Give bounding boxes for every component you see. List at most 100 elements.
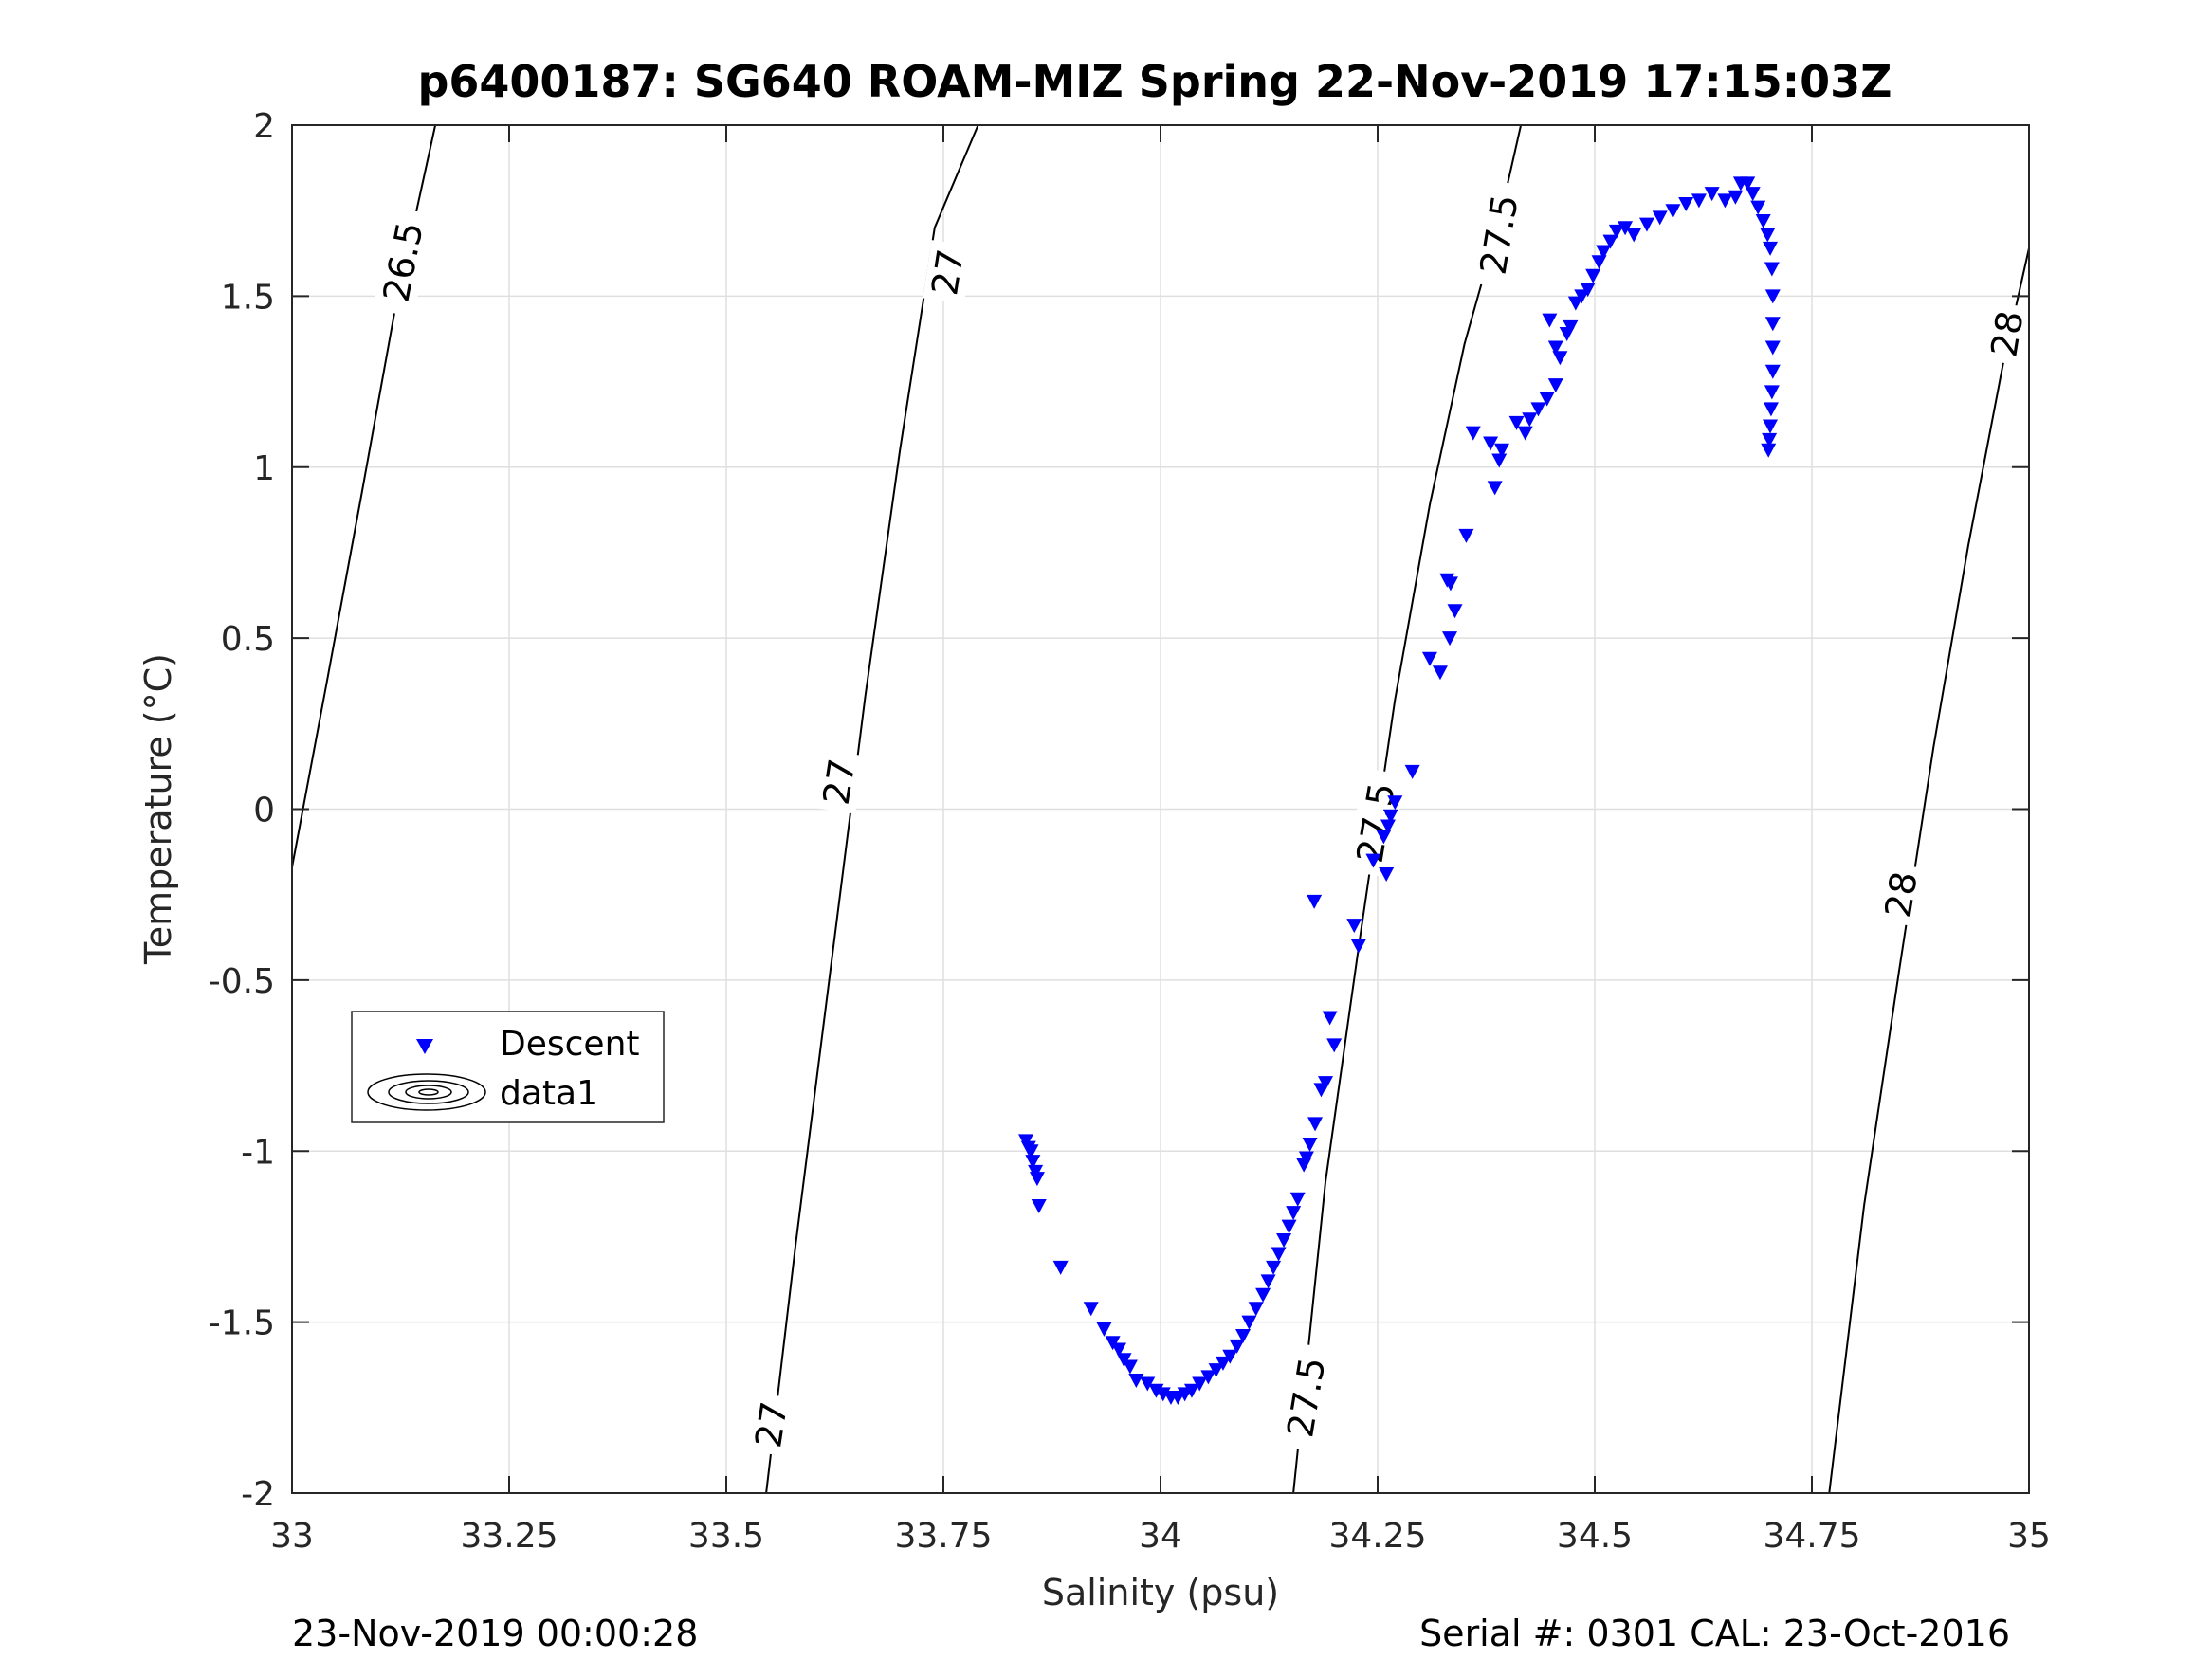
x-tick-label: 34.25 (1328, 1517, 1426, 1556)
descent-point (1547, 378, 1563, 393)
legend-descent-marker (416, 1039, 433, 1054)
descent-point (1567, 296, 1583, 311)
descent-point (1276, 1233, 1292, 1249)
descent-point (1638, 217, 1654, 232)
descent-point (1255, 1287, 1271, 1303)
descent-point (1764, 289, 1781, 304)
descent-point (1552, 351, 1568, 366)
descent-point (1763, 241, 1779, 256)
descent-point (1380, 819, 1396, 834)
contour-label: 28 (1983, 308, 2032, 360)
descent-point (1365, 853, 1381, 868)
legend-descent-label: Descent (500, 1025, 640, 1064)
legend-data1-label: data1 (500, 1074, 598, 1113)
descent-point (1404, 764, 1420, 779)
descent-point (1483, 436, 1499, 451)
descent-point (1025, 1155, 1041, 1170)
descent-point (1665, 204, 1681, 219)
descent-point (1491, 453, 1508, 468)
descent-point (1608, 224, 1624, 239)
descent-point (1763, 402, 1779, 417)
contour-label-gap (1875, 862, 1927, 927)
descent-point (1580, 283, 1596, 298)
descent-point (1052, 1260, 1069, 1275)
descent-point (1618, 221, 1634, 236)
descent-point (1421, 651, 1437, 666)
descent-point (1602, 234, 1618, 249)
descent-point (1122, 1359, 1138, 1375)
contour-label-gap (373, 207, 434, 318)
descent-point (1547, 340, 1563, 356)
contour-label-gap (1982, 301, 2033, 367)
descent-point (1379, 867, 1395, 883)
legend: Descent data1 (351, 1011, 665, 1123)
descent-point (1761, 443, 1777, 458)
x-tick-label: 33.25 (460, 1517, 558, 1556)
legend-contour-marker (367, 1073, 486, 1111)
descent-point (1387, 795, 1403, 811)
descent-point (1183, 1383, 1199, 1398)
descent-point (1764, 340, 1781, 356)
descent-point (1235, 1329, 1252, 1344)
contour-label-gap (1346, 768, 1405, 878)
descent-point (1626, 228, 1642, 243)
y-tick-label: 1.5 (221, 278, 275, 317)
descent-point (1493, 443, 1509, 458)
descent-point (1215, 1356, 1231, 1371)
x-tick-label: 35 (2007, 1517, 2051, 1556)
descent-point (1591, 255, 1607, 270)
y-tick-label: -1.5 (209, 1304, 275, 1343)
y-tick-label: 0 (253, 792, 275, 830)
descent-point (1248, 1302, 1264, 1317)
contour-label: 28 (1877, 868, 1926, 921)
descent-point (1717, 193, 1733, 209)
descent-point (1442, 631, 1458, 647)
descent-point (1322, 1011, 1338, 1026)
x-tick-label: 33.75 (894, 1517, 992, 1556)
descent-point (1563, 319, 1579, 335)
descent-point (1298, 1151, 1314, 1166)
descent-point (1200, 1370, 1216, 1385)
descent-point (1465, 426, 1481, 441)
y-axis-label: Temperature (°C) (137, 653, 179, 965)
x-axis-label: Salinity (psu) (1042, 1572, 1279, 1613)
descent-point (1307, 894, 1323, 909)
descent-point (1318, 1076, 1334, 1091)
descent-point (1704, 187, 1720, 202)
contour-label: 27 (747, 1399, 795, 1451)
descent-point (1111, 1342, 1127, 1358)
descent-point (1029, 1172, 1045, 1187)
descent-point (1096, 1322, 1112, 1337)
contour-label: 27 (815, 756, 864, 808)
descent-point (1764, 364, 1781, 379)
grid (292, 125, 2029, 1493)
y-axis-ticks: -2 -1.5 -1 -0.5 0 0.5 1 1.5 2 (209, 107, 2029, 1514)
descent-point (1574, 289, 1590, 304)
descent-point (1508, 415, 1525, 430)
descent-point (1447, 604, 1463, 619)
descent-point (1382, 809, 1398, 824)
descent-point (1728, 190, 1744, 205)
descent-point (1307, 1117, 1324, 1132)
descent-point (1140, 1376, 1156, 1392)
descent-point (1346, 919, 1362, 934)
x-tick-label: 34 (1139, 1517, 1182, 1556)
descent-points (1018, 176, 1781, 1405)
descent-point (1760, 228, 1776, 243)
x-tick-label: 33 (270, 1517, 314, 1556)
descent-point (1750, 200, 1766, 215)
descent-point (1763, 419, 1779, 434)
descent-point (1266, 1260, 1282, 1275)
footer-calibration: Serial #: 0301 CAL: 23-Oct-2016 (1419, 1613, 2010, 1654)
descent-point (1281, 1219, 1297, 1234)
chart-title: p6400187: SG640 ROAM-MIZ Spring 22-Nov-2… (417, 56, 1892, 107)
contour-label-gap (923, 240, 974, 305)
x-tick-label: 33.5 (688, 1517, 764, 1556)
descent-point (1350, 939, 1366, 954)
descent-point (1678, 196, 1694, 211)
descent-point (1083, 1302, 1099, 1317)
descent-point (1745, 187, 1761, 202)
descent-point (1530, 402, 1546, 417)
y-tick-label: 1 (253, 449, 275, 488)
